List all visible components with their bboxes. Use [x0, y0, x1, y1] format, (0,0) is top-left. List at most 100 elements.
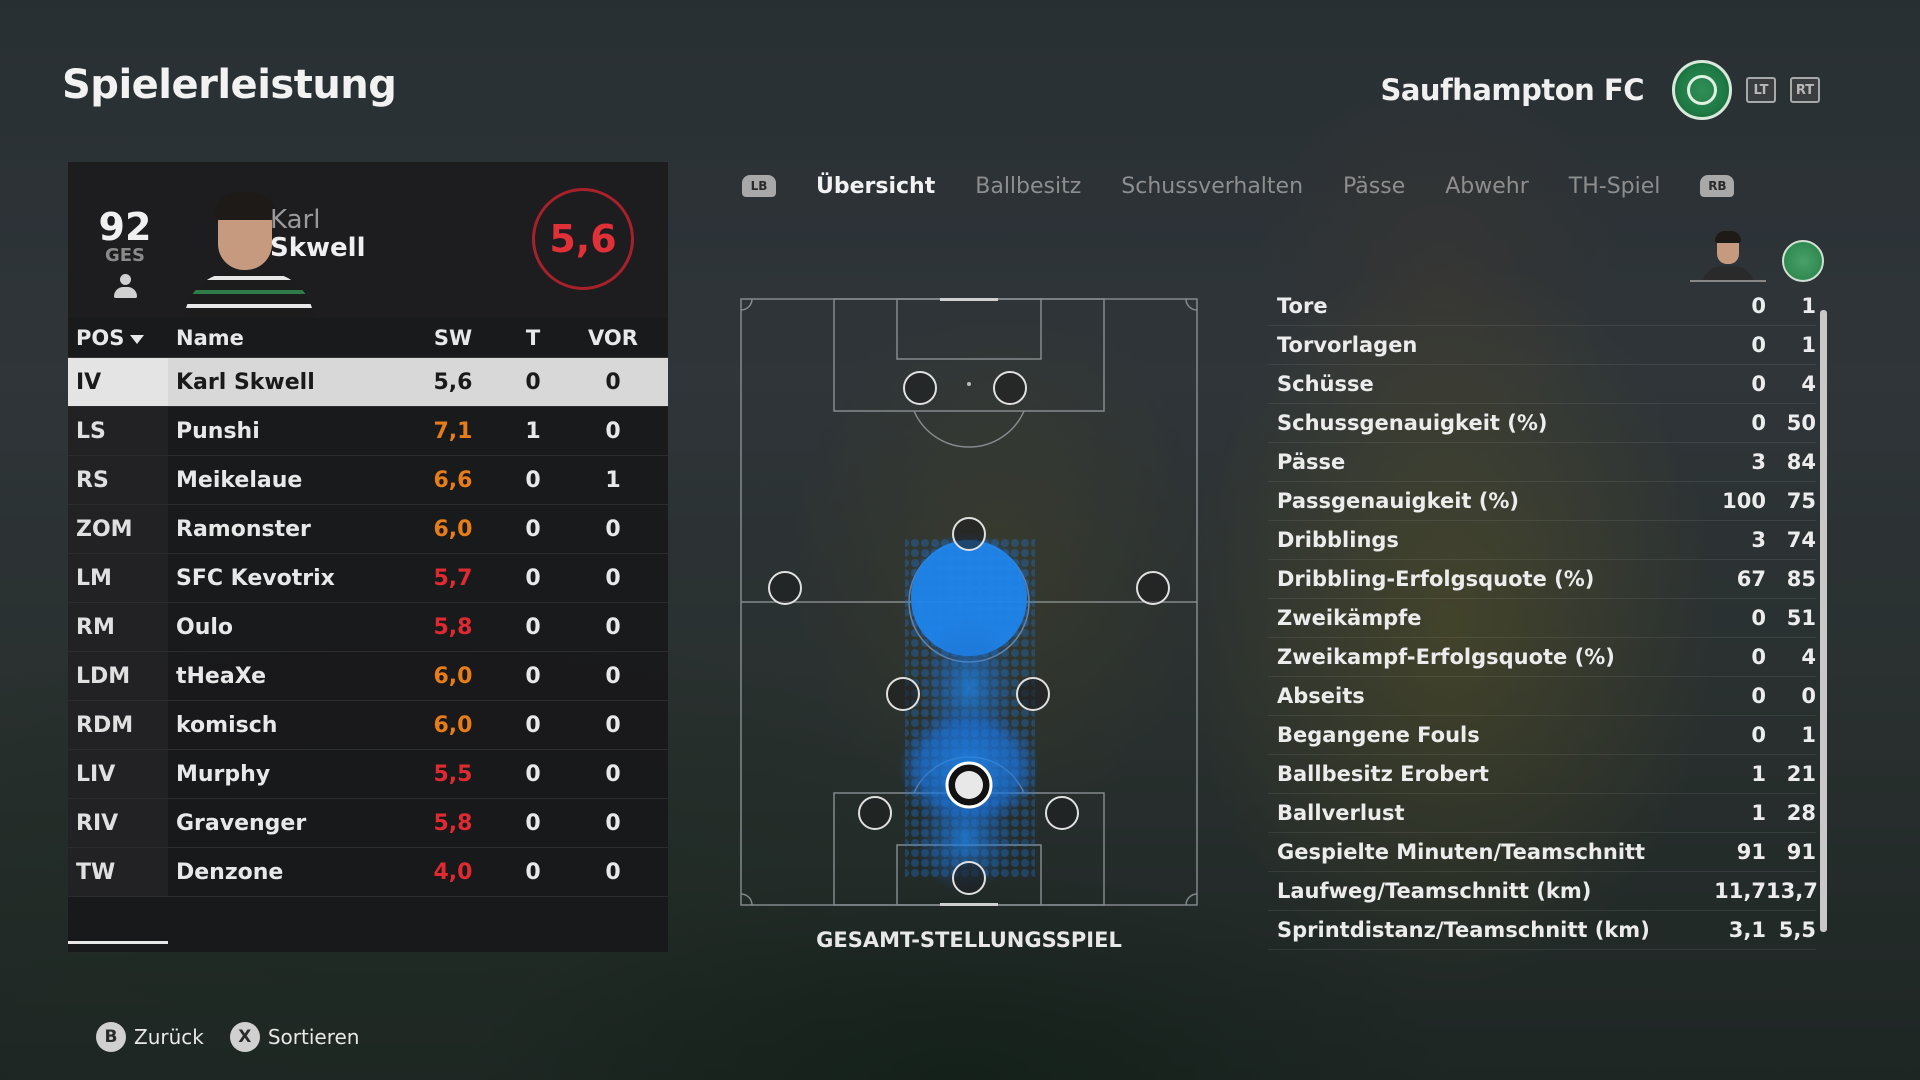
- tab-6[interactable]: TH-Spiel: [1568, 173, 1661, 199]
- header-pos[interactable]: POS: [68, 326, 168, 350]
- stat-player-value: 3: [1751, 450, 1766, 474]
- row-pos: LS: [68, 407, 168, 455]
- stat-player-value: 67: [1736, 567, 1766, 591]
- player-first-name: Karl: [270, 205, 321, 235]
- row-vor: 0: [605, 810, 621, 836]
- row-sw: 5,7: [433, 565, 473, 591]
- row-name: Ramonster: [176, 516, 311, 542]
- rt-trigger-icon[interactable]: RT: [1790, 77, 1820, 103]
- row-t: 0: [525, 859, 541, 885]
- stat-player-value: 1: [1751, 801, 1766, 825]
- table-row[interactable]: IV Karl Skwell 5,6 0 0: [68, 358, 668, 407]
- row-name: SFC Kevotrix: [176, 565, 335, 591]
- position-dot: [993, 371, 1027, 405]
- stat-label: Passgenauigkeit (%): [1277, 489, 1520, 513]
- table-row[interactable]: LDM tHeaXe 6,0 0 0: [68, 652, 668, 701]
- stat-team-value: 91: [1786, 840, 1816, 864]
- selected-player-dot: [945, 761, 993, 809]
- player-header: 92 GES Karl Skwell 5,6: [68, 162, 668, 318]
- row-t: 0: [525, 565, 541, 591]
- stat-team-value: 28: [1786, 801, 1816, 825]
- page-title: Spielerleistung: [62, 62, 397, 108]
- sort-hint[interactable]: X Sortieren: [229, 1022, 359, 1052]
- stat-row: Dribblings 3 74: [1268, 521, 1816, 560]
- tab-1[interactable]: Übersicht: [816, 173, 936, 199]
- stat-player-value: 0: [1751, 333, 1766, 357]
- stat-player-value: 11,7: [1714, 879, 1766, 903]
- row-sw: 5,6: [433, 369, 473, 395]
- stats-scrollbar[interactable]: [1820, 310, 1827, 932]
- sort-down-icon: [130, 335, 145, 344]
- person-icon: [114, 274, 137, 300]
- back-hint[interactable]: B Zurück: [96, 1022, 204, 1052]
- stat-team-value: 1: [1801, 333, 1816, 357]
- table-row[interactable]: RDM komisch 6,0 0 0: [68, 701, 668, 750]
- stat-label: Sprintdistanz/Teamschnitt (km): [1277, 918, 1650, 942]
- table-row[interactable]: LIV Murphy 5,5 0 0: [68, 750, 668, 799]
- row-vor: 0: [605, 565, 621, 591]
- row-vor: 1: [605, 467, 621, 493]
- stat-player-value: 0: [1751, 723, 1766, 747]
- footer-hints: B Zurück X Sortieren: [96, 1022, 359, 1052]
- position-dot: [886, 677, 920, 711]
- match-rating-ring: 5,6: [532, 188, 634, 290]
- stat-row: Begangene Fouls 0 1: [1268, 716, 1816, 755]
- table-row[interactable]: LM SFC Kevotrix 5,7 0 0: [68, 554, 668, 603]
- header-name[interactable]: Name: [176, 325, 244, 350]
- stat-player-value: 0: [1751, 684, 1766, 708]
- stat-team-value: 74: [1786, 528, 1816, 552]
- row-vor: 0: [605, 761, 621, 787]
- stat-team-value: 4: [1801, 645, 1816, 669]
- stat-label: Begangene Fouls: [1277, 723, 1480, 747]
- club-name: Saufhampton FC: [1380, 73, 1644, 107]
- player-mini-portrait: [1690, 228, 1766, 282]
- row-name: komisch: [176, 712, 278, 738]
- stats-column-icons: [1690, 228, 1830, 284]
- rb-bumper-icon[interactable]: RB: [1700, 175, 1735, 197]
- row-t: 0: [525, 663, 541, 689]
- tab-5[interactable]: Abwehr: [1445, 173, 1529, 199]
- lb-bumper-icon[interactable]: LB: [742, 175, 776, 197]
- tab-3[interactable]: Schussverhalten: [1121, 173, 1304, 199]
- stat-row: Schussgenauigkeit (%) 0 50: [1268, 404, 1816, 443]
- stat-row: Schüsse 0 4: [1268, 365, 1816, 404]
- position-dot: [858, 796, 892, 830]
- row-vor: 0: [605, 712, 621, 738]
- player-portrait: [178, 184, 318, 318]
- table-row[interactable]: RIV Gravenger 5,8 0 0: [68, 799, 668, 848]
- stat-label: Laufweg/Teamschnitt (km): [1277, 879, 1592, 903]
- row-sw: 7,1: [433, 418, 473, 444]
- stat-team-value: 51: [1786, 606, 1816, 630]
- row-sw: 6,0: [433, 663, 473, 689]
- stat-row: Ballbesitz Erobert 1 21: [1268, 755, 1816, 794]
- table-row[interactable]: ZOM Ramonster 6,0 0 0: [68, 505, 668, 554]
- stat-player-value: 100: [1722, 489, 1766, 513]
- stat-team-value: 85: [1786, 567, 1816, 591]
- header-t[interactable]: T: [525, 325, 541, 350]
- table-row[interactable]: RS Meikelaue 6,6 0 1: [68, 456, 668, 505]
- header-sw[interactable]: SW: [433, 325, 473, 350]
- stat-player-value: 0: [1751, 645, 1766, 669]
- stat-team-value: 50: [1786, 411, 1816, 435]
- table-row[interactable]: TW Denzone 4,0 0 0: [68, 848, 668, 897]
- stats-table: Tore 0 1 Torvorlagen 0 1 Schüsse 0 4 Schussgenaui…: [1268, 287, 1818, 950]
- club-header: Saufhampton FC LT RT: [1380, 60, 1820, 120]
- row-pos: LM: [68, 554, 168, 602]
- row-sw: 6,0: [433, 712, 473, 738]
- row-vor: 0: [605, 614, 621, 640]
- table-row[interactable]: RM Oulo 5,8 0 0: [68, 603, 668, 652]
- stat-player-value: 3: [1751, 528, 1766, 552]
- row-t: 0: [525, 467, 541, 493]
- row-t: 0: [525, 516, 541, 542]
- position-dot: [768, 571, 802, 605]
- tab-4[interactable]: Pässe: [1343, 173, 1406, 199]
- stat-player-value: 0: [1751, 606, 1766, 630]
- lt-trigger-icon[interactable]: LT: [1746, 77, 1776, 103]
- row-name: Gravenger: [176, 810, 307, 836]
- table-row[interactable]: LS Punshi 7,1 1 0: [68, 407, 668, 456]
- header-vor[interactable]: VOR: [588, 325, 638, 350]
- row-vor: 0: [605, 369, 621, 395]
- list-scroll-indicator: [68, 941, 168, 944]
- position-dot: [1045, 796, 1079, 830]
- tab-2[interactable]: Ballbesitz: [975, 173, 1082, 199]
